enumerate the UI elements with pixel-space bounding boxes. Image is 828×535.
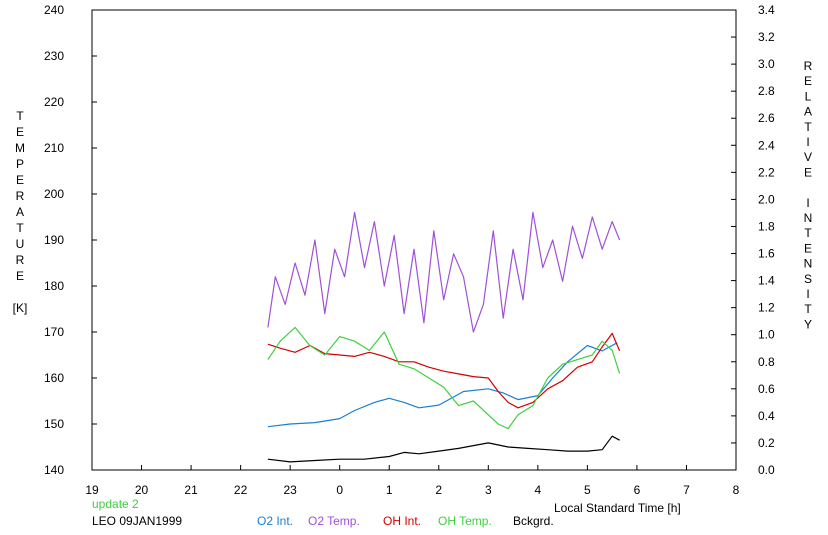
- right-tick-label: 0.0: [758, 463, 775, 477]
- right-label-letter: S: [804, 272, 812, 286]
- right-tick-label: 3.2: [758, 30, 775, 44]
- x-tick-label: 22: [234, 483, 248, 497]
- right-tick-label: 1.0: [758, 328, 775, 342]
- series-oh-temp: [267, 326, 621, 430]
- update-label: update 2: [92, 497, 139, 511]
- right-tick-label: 1.6: [758, 247, 775, 261]
- right-label-letter: E: [804, 165, 812, 179]
- right-label-letter: N: [804, 211, 813, 225]
- x-tick-label: 2: [435, 483, 442, 497]
- right-label-letter: R: [804, 59, 813, 73]
- left-label-letter: P: [16, 157, 24, 171]
- right-tick-label: 0.8: [758, 355, 775, 369]
- right-tick-label: 0.4: [758, 409, 775, 423]
- right-label-letter: T: [804, 302, 812, 316]
- left-axis-ticks: 140 150 160 170 180 190 200 210 220 230 240: [44, 3, 97, 477]
- right-tick-label: 1.2: [758, 301, 775, 315]
- left-label-letter: E: [16, 269, 24, 283]
- right-tick-label: 1.4: [758, 274, 775, 288]
- left-label-unit: [K]: [13, 301, 28, 315]
- left-label-letter: M: [15, 141, 25, 155]
- x-tick-label: 8: [733, 483, 740, 497]
- left-tick-label: 180: [44, 279, 64, 293]
- right-label-letter: E: [804, 241, 812, 255]
- right-label-letter: I: [806, 287, 809, 301]
- left-label-letter: U: [16, 237, 25, 251]
- left-tick-label: 240: [44, 3, 64, 17]
- left-tick-label: 170: [44, 325, 64, 339]
- right-label-letter: N: [804, 257, 813, 271]
- right-tick-label: 2.6: [758, 111, 775, 125]
- right-tick-label: 2.4: [758, 138, 775, 152]
- right-tick-label: 2.8: [758, 84, 775, 98]
- left-tick-label: 160: [44, 371, 64, 385]
- left-label-letter: R: [16, 189, 25, 203]
- series-o2-int: [267, 342, 618, 428]
- right-tick-label: 2.0: [758, 192, 775, 206]
- x-tick-label: 23: [283, 483, 297, 497]
- right-tick-label: 0.6: [758, 382, 775, 396]
- x-tick-label: 1: [386, 483, 393, 497]
- right-tick-label: 0.2: [758, 436, 775, 450]
- left-tick-label: 220: [44, 95, 64, 109]
- left-tick-label: 200: [44, 187, 64, 201]
- left-tick-label: 150: [44, 417, 64, 431]
- legend-entry: OH Int.: [383, 514, 422, 528]
- x-tick-label: 3: [485, 483, 492, 497]
- left-label-letter: T: [16, 221, 24, 235]
- legend-entry: O2 Temp.: [308, 514, 360, 528]
- right-tick-label: 2.2: [758, 165, 775, 179]
- series-layer: [267, 211, 621, 463]
- left-tick-label: 190: [44, 233, 64, 247]
- right-label-letter: T: [804, 120, 812, 134]
- left-tick-label: 140: [44, 463, 64, 477]
- plot-frame: [91, 9, 737, 471]
- x-tick-label: 6: [634, 483, 641, 497]
- x-axis-ticks: 19 20 21 22 23 0 1 2 3 4 5 6 7 8: [85, 465, 740, 497]
- x-tick-label: 20: [135, 483, 149, 497]
- x-tick-label: 0: [336, 483, 343, 497]
- right-label-letter: Y: [804, 317, 812, 331]
- right-label-letter: E: [804, 74, 812, 88]
- right-tick-label: 3.4: [758, 3, 775, 17]
- right-axis-ticks: 0.0 0.2 0.4 0.6 0.8 1.0 1.2 1.4 1.6 1.8 2.0 2.2 2.4 2…: [731, 3, 775, 477]
- left-label-letter: A: [16, 205, 24, 219]
- x-tick-label: 4: [535, 483, 542, 497]
- right-label-letter: T: [804, 226, 812, 240]
- x-tick-label: 5: [584, 483, 591, 497]
- left-tick-label: 210: [44, 141, 64, 155]
- site-date-label: LEO 09JAN1999: [92, 514, 183, 528]
- left-tick-label: 230: [44, 49, 64, 63]
- right-tick-label: 1.8: [758, 219, 775, 233]
- x-tick-label: 21: [184, 483, 198, 497]
- legend-entry: Bckgrd.: [513, 514, 554, 528]
- series-o2-temp: [267, 211, 621, 333]
- left-label-letter: E: [16, 125, 24, 139]
- series-bckgrd: [267, 435, 620, 463]
- right-label-letter: L: [805, 89, 812, 103]
- right-label-letter: I: [806, 135, 809, 149]
- left-label-letter: E: [16, 173, 24, 187]
- right-tick-label: 3.0: [758, 57, 775, 71]
- series-oh-int: [267, 332, 621, 409]
- x-axis-label: Local Standard Time [h]: [554, 501, 681, 515]
- legend-entry: OH Temp.: [438, 514, 492, 528]
- x-tick-label: 7: [683, 483, 690, 497]
- left-label-letter: R: [16, 253, 25, 267]
- x-tick-label: 19: [85, 483, 99, 497]
- legend-entry: O2 Int.: [257, 514, 294, 528]
- right-label-letter: V: [804, 150, 812, 164]
- right-label-letter: I: [806, 196, 809, 210]
- right-label-letter: A: [804, 105, 812, 119]
- left-label-letter: T: [16, 109, 24, 123]
